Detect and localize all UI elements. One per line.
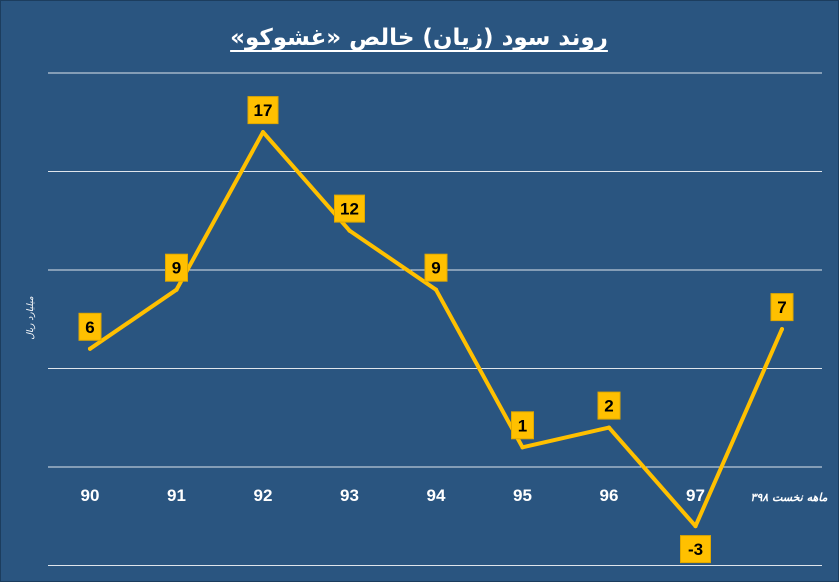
x-axis-ticks: 90 91 92 93 94 95 96 97 ۳ماهه نخست ۹۸ <box>81 486 828 505</box>
x-tick-label: 92 <box>254 486 273 505</box>
data-label: 2 <box>597 391 621 420</box>
data-label-text: 1 <box>518 416 527 435</box>
data-label: -3 <box>680 535 711 564</box>
data-label: 9 <box>424 253 448 282</box>
data-label: 9 <box>165 253 188 282</box>
series-line-segment <box>693 327 784 529</box>
data-label-text: 2 <box>604 397 613 416</box>
series-line-segment <box>174 130 265 292</box>
data-point <box>520 445 525 450</box>
data-label-box <box>247 96 279 125</box>
x-tick-label: 93 <box>340 486 359 505</box>
data-point <box>347 228 352 233</box>
x-tick-label: 94 <box>427 486 446 505</box>
data-label: 7 <box>770 293 794 322</box>
series-line-segment <box>88 287 179 351</box>
data-label-text: -3 <box>688 540 703 559</box>
data-label-box <box>424 253 448 282</box>
data-point <box>693 524 698 529</box>
data-point <box>261 130 265 135</box>
data-point <box>174 287 179 292</box>
series-line-segment <box>347 228 438 292</box>
x-tick-label: 96 <box>600 486 619 505</box>
series-line-segment <box>607 425 698 529</box>
data-label-box <box>334 194 365 223</box>
series-line-layer <box>88 130 784 529</box>
x-tick-label: 97 <box>686 486 705 505</box>
x-tick-label: ۳ماهه نخست ۹۸ <box>750 491 827 504</box>
data-label: 12 <box>334 194 365 223</box>
data-label: 1 <box>511 411 534 440</box>
chart-title: روند سود (زیان) خالص «غشوکو» <box>230 25 608 51</box>
series-line-segment <box>520 425 611 450</box>
data-label: 17 <box>247 96 279 125</box>
x-tick-label: 91 <box>167 486 186 505</box>
series-line-segment <box>434 287 525 450</box>
y-axis-label: میلیارد ریال <box>26 296 36 340</box>
x-tick-label: 95 <box>513 486 532 505</box>
data-point <box>88 346 92 351</box>
data-label-box <box>770 293 794 322</box>
data-label-box <box>597 391 621 420</box>
x-tick-label: 90 <box>81 486 100 505</box>
data-label-text: 9 <box>431 259 440 278</box>
data-label-text: 7 <box>777 298 786 317</box>
data-label-box <box>165 253 188 282</box>
data-label-text: 9 <box>172 259 181 278</box>
data-point <box>607 425 611 430</box>
data-label-text: 12 <box>340 200 359 219</box>
data-label-box <box>511 411 534 440</box>
data-point <box>434 287 438 292</box>
data-label-box <box>680 535 711 564</box>
data-label-text: 17 <box>254 101 273 120</box>
data-label-box <box>78 312 102 341</box>
data-point <box>780 327 784 332</box>
data-label-text: 6 <box>85 318 94 337</box>
data-label: 6 <box>78 312 102 341</box>
